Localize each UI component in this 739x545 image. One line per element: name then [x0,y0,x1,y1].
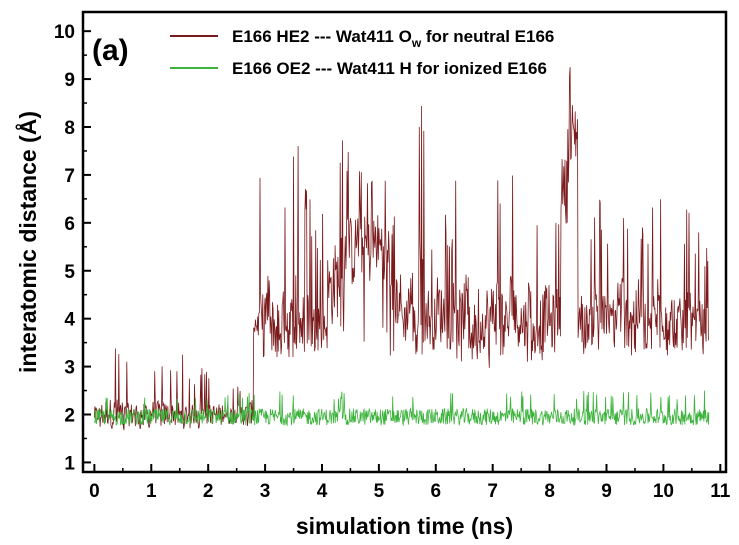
y-axis-title: interatomic distance (Å) [14,111,41,373]
x-tick-label: 4 [317,481,328,502]
x-tick-label: 8 [544,481,555,502]
x-tick-label: 2 [203,481,214,502]
x-tick-label: 10 [653,481,674,502]
y-tick-label: 9 [64,70,75,91]
series-1-trace [94,67,709,431]
legend-label-series-1: E166 HE2 --- Wat411 Ow for neutral E166 [232,27,554,50]
x-tick-label: 5 [374,481,385,502]
x-tick-label: 6 [431,481,442,502]
x-ticks: 0 1 2 3 4 5 6 7 8 9 10 11 [89,464,731,502]
x-tick-label: 1 [146,481,157,502]
x-tick-label: 3 [260,481,271,502]
legend-label-series-1-tail: for neutral E166 [421,27,554,46]
trace-layer [94,67,710,431]
y-tick-label: 5 [64,262,75,283]
legend-label-series-1-subscript: w [411,36,422,50]
y-tick-label: 1 [64,453,75,474]
y-tick-label: 4 [64,310,75,331]
y-tick-label: 8 [64,118,75,139]
y-tick-label: 6 [64,214,75,235]
legend-label-series-2: E166 OE2 --- Wat411 H for ionized E166 [232,59,547,78]
y-tick-label: 3 [64,358,75,379]
y-ticks: 1 2 3 4 5 6 7 8 9 10 [54,22,91,474]
plot-frame [81,10,728,474]
y-tick-label: 2 [64,406,75,427]
y-tick-label: 7 [64,166,75,187]
x-axis-title: simulation time (ns) [296,513,513,539]
x-tick-label: 0 [89,481,100,502]
panel-label: (a) [92,34,129,67]
y-tick-label: 10 [54,22,75,43]
legend-label-series-1-main: E166 HE2 --- Wat411 O [232,27,412,46]
x-tick-label: 11 [710,481,731,502]
series-2-trace [94,390,710,427]
x-tick-label: 9 [601,481,612,502]
x-tick-label: 7 [487,481,498,502]
